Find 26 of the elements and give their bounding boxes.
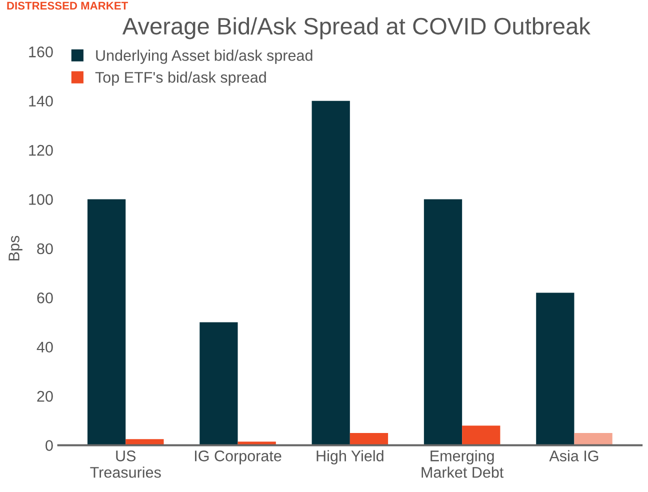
x-tick-label: High Yield	[316, 450, 384, 464]
x-tick-label: IG Corporate	[195, 450, 282, 464]
y-tick-label: 160	[29, 46, 53, 58]
bar	[312, 100, 350, 446]
y-tick-label: 0	[46, 440, 53, 451]
bar	[200, 322, 238, 446]
bar	[536, 292, 574, 446]
bar	[574, 432, 612, 446]
y-axis-title: Bps	[8, 236, 22, 260]
y-tick-label: 120	[29, 144, 53, 156]
x-tick-label: Emerging Market Debt	[422, 450, 504, 478]
bar	[424, 199, 462, 446]
bar	[462, 426, 500, 446]
y-tick-label: 60	[37, 292, 53, 304]
y-tick-label: 40	[36, 342, 53, 353]
y-tick-label: 100	[29, 194, 53, 205]
chart-title: Average Bid/Ask Spread at COVID Outbreak	[122, 17, 590, 40]
y-tick-label: 140	[29, 96, 53, 107]
bar	[87, 199, 126, 446]
legend-label: Top ETF's bid/ask spread	[95, 72, 266, 86]
x-tick-label: Asia IG	[549, 450, 598, 462]
y-tick-label: 20	[37, 390, 53, 402]
y-tick-label: 80	[37, 243, 53, 254]
text: DISTRESSED MARKET	[7, 2, 128, 10]
x-tick-label: US Treasuries	[90, 450, 161, 478]
legend-label: Underlying Asset bid/ask spread	[96, 50, 312, 64]
